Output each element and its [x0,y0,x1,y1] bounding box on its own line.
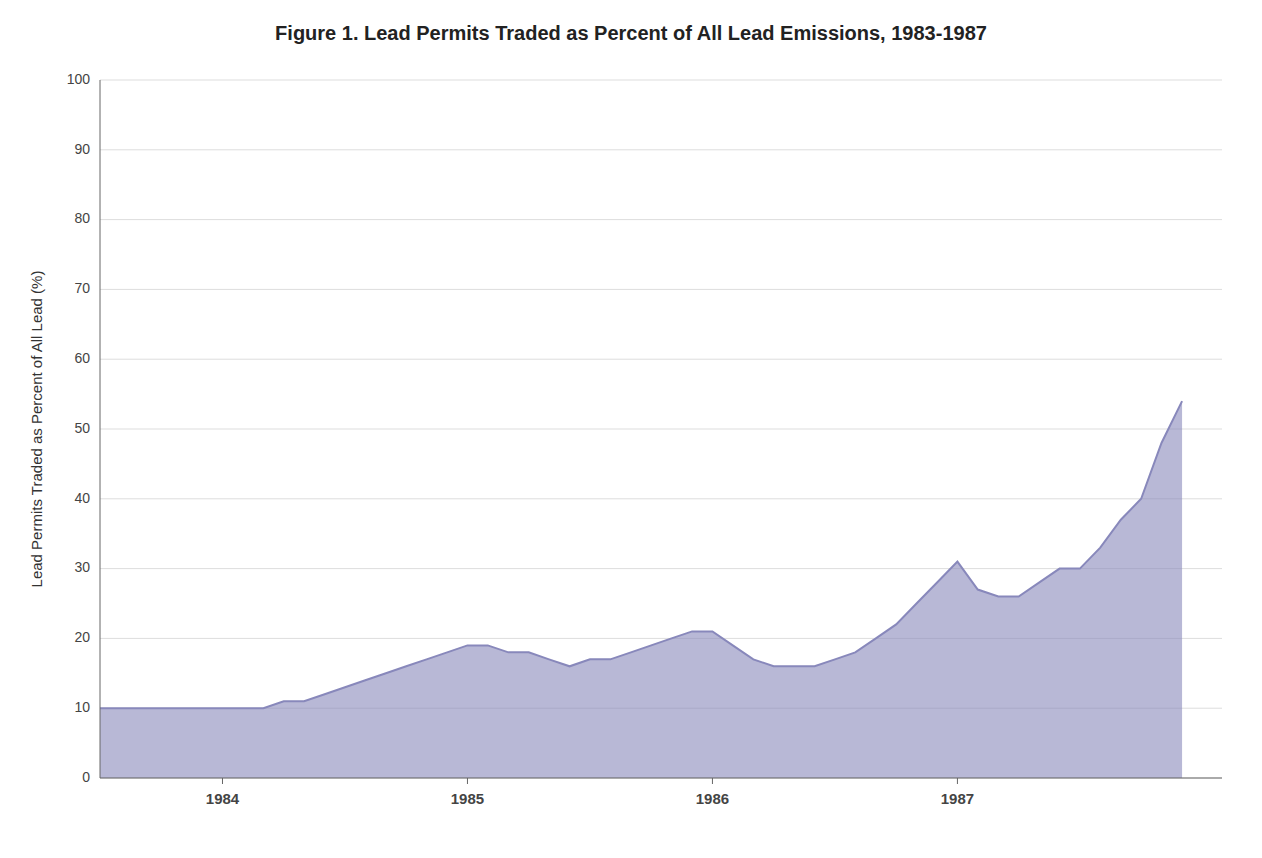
x-tick [957,778,958,784]
x-tick [222,778,223,784]
x-tick [467,778,468,784]
area [100,401,1182,778]
chart-container: Figure 1. Lead Permits Traded as Percent… [0,0,1262,858]
x-tick-label: 1986 [696,790,729,807]
x-tick-label: 1987 [941,790,974,807]
y-tick-label: 0 [82,769,90,785]
chart-svg: Figure 1. Lead Permits Traded as Percent… [0,0,1262,858]
y-tick-label: 40 [74,490,90,506]
y-tick-label: 10 [74,699,90,715]
y-tick-label: 80 [74,210,90,226]
y-tick-label: 20 [74,629,90,645]
x-axis-line [100,778,1222,779]
y-axis-line [100,80,101,778]
y-tick-label: 100 [67,71,91,87]
y-tick-label: 30 [74,559,90,575]
grid-line [100,498,1222,499]
chart-title: Figure 1. Lead Permits Traded as Percent… [275,22,987,44]
x-tick-label: 1984 [206,790,240,807]
grid-line [100,778,1222,779]
x-axis: 1984 1985 1986 1987 [206,778,974,807]
y-axis: 0 10 20 30 40 50 60 70 80 90 100 [67,71,91,785]
x-tick-label: 1985 [451,790,484,807]
y-tick-label: 70 [74,280,90,296]
grid-line [100,359,1222,360]
y-tick-label: 60 [74,350,90,366]
grid-line [100,149,1222,150]
y-axis-label: Lead Permits Traded as Percent of All Le… [28,271,45,588]
y-tick-label: 50 [74,420,90,436]
grid-line [100,289,1222,290]
area-line [100,401,1182,708]
y-tick-label: 90 [74,141,90,157]
plot-area [100,401,1182,778]
page: {"chart_data": { "type": "area", "title"… [0,0,1262,858]
grid [100,80,1222,778]
grid-line [100,80,1222,81]
grid-line [100,429,1222,430]
x-tick [712,778,713,784]
grid-line [100,219,1222,220]
grid-line [100,568,1222,569]
